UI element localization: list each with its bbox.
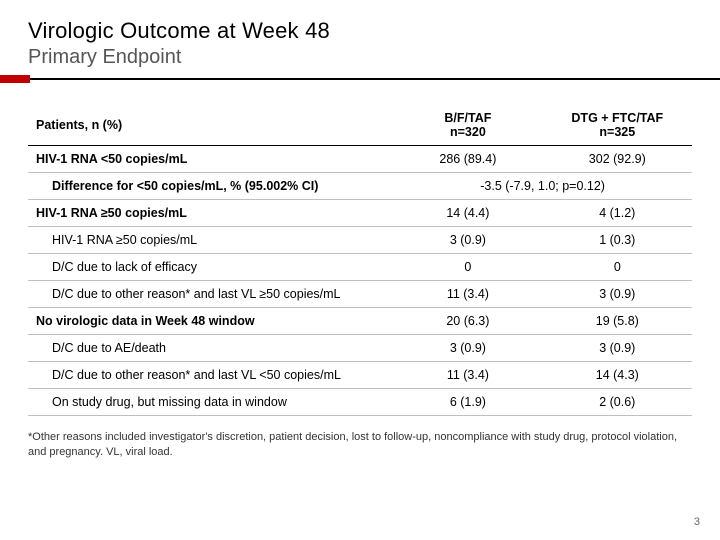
table-row: D/C due to other reason* and last VL ≥50… <box>28 281 692 308</box>
col-header-arm1: B/F/TAF n=320 <box>393 105 542 146</box>
title-rule <box>0 75 720 83</box>
col-header-text: n=320 <box>450 125 486 139</box>
slide-subtitle: Primary Endpoint <box>28 46 692 69</box>
row-label: D/C due to other reason* and last VL ≥50… <box>28 281 393 308</box>
col-header-text: DTG + FTC/TAF <box>571 111 663 125</box>
table-row: No virologic data in Week 48 window20 (6… <box>28 308 692 335</box>
col-header-text: B/F/TAF <box>444 111 491 125</box>
row-value-arm1: 0 <box>393 254 542 281</box>
row-label: D/C due to other reason* and last VL <50… <box>28 362 393 389</box>
row-value-arm1: 11 (3.4) <box>393 281 542 308</box>
row-label: HIV-1 RNA ≥50 copies/mL <box>28 200 393 227</box>
page-number: 3 <box>694 516 700 528</box>
outcome-table: Patients, n (%) B/F/TAF n=320 DTG + FTC/… <box>28 105 692 416</box>
row-value-arm2: 3 (0.9) <box>543 281 692 308</box>
footnote: *Other reasons included investigator's d… <box>28 430 692 460</box>
row-value-arm2: 4 (1.2) <box>543 200 692 227</box>
table-row: HIV-1 RNA <50 copies/mL286 (89.4)302 (92… <box>28 146 692 173</box>
slide-title: Virologic Outcome at Week 48 <box>28 18 692 44</box>
row-label: HIV-1 RNA ≥50 copies/mL <box>28 227 393 254</box>
row-value-arm1: 14 (4.4) <box>393 200 542 227</box>
row-value-arm1: 6 (1.9) <box>393 389 542 416</box>
row-value-arm2: 1 (0.3) <box>543 227 692 254</box>
slide: Virologic Outcome at Week 48 Primary End… <box>0 0 720 540</box>
row-value-arm1: 3 (0.9) <box>393 227 542 254</box>
table-row: D/C due to AE/death3 (0.9)3 (0.9) <box>28 335 692 362</box>
row-label: Difference for <50 copies/mL, % (95.002%… <box>28 173 393 200</box>
row-label: D/C due to AE/death <box>28 335 393 362</box>
row-value-arm1: 3 (0.9) <box>393 335 542 362</box>
table-header-row: Patients, n (%) B/F/TAF n=320 DTG + FTC/… <box>28 105 692 146</box>
table-row: HIV-1 RNA ≥50 copies/mL3 (0.9)1 (0.3) <box>28 227 692 254</box>
row-value-arm1: 20 (6.3) <box>393 308 542 335</box>
table-row: D/C due to other reason* and last VL <50… <box>28 362 692 389</box>
row-value-arm2: 14 (4.3) <box>543 362 692 389</box>
row-label: On study drug, but missing data in windo… <box>28 389 393 416</box>
table-body: HIV-1 RNA <50 copies/mL286 (89.4)302 (92… <box>28 146 692 416</box>
row-value-arm2: 2 (0.6) <box>543 389 692 416</box>
row-value-arm2: 19 (5.8) <box>543 308 692 335</box>
row-value-arm2: 0 <box>543 254 692 281</box>
table-row: Difference for <50 copies/mL, % (95.002%… <box>28 173 692 200</box>
row-label: HIV-1 RNA <50 copies/mL <box>28 146 393 173</box>
accent-line <box>30 78 720 80</box>
col-header-patients: Patients, n (%) <box>28 105 393 146</box>
col-header-arm2: DTG + FTC/TAF n=325 <box>543 105 692 146</box>
table-row: D/C due to lack of efficacy00 <box>28 254 692 281</box>
row-value-arm2: 3 (0.9) <box>543 335 692 362</box>
col-header-text: Patients, n (%) <box>36 118 122 132</box>
row-label: D/C due to lack of efficacy <box>28 254 393 281</box>
col-header-text: n=325 <box>599 125 635 139</box>
row-value-arm2: 302 (92.9) <box>543 146 692 173</box>
accent-red-block <box>0 75 30 83</box>
row-value-arm1: 11 (3.4) <box>393 362 542 389</box>
row-value-arm1: 286 (89.4) <box>393 146 542 173</box>
row-label: No virologic data in Week 48 window <box>28 308 393 335</box>
table-row: On study drug, but missing data in windo… <box>28 389 692 416</box>
table-row: HIV-1 RNA ≥50 copies/mL14 (4.4)4 (1.2) <box>28 200 692 227</box>
row-merged-value: -3.5 (-7.9, 1.0; p=0.12) <box>393 173 692 200</box>
